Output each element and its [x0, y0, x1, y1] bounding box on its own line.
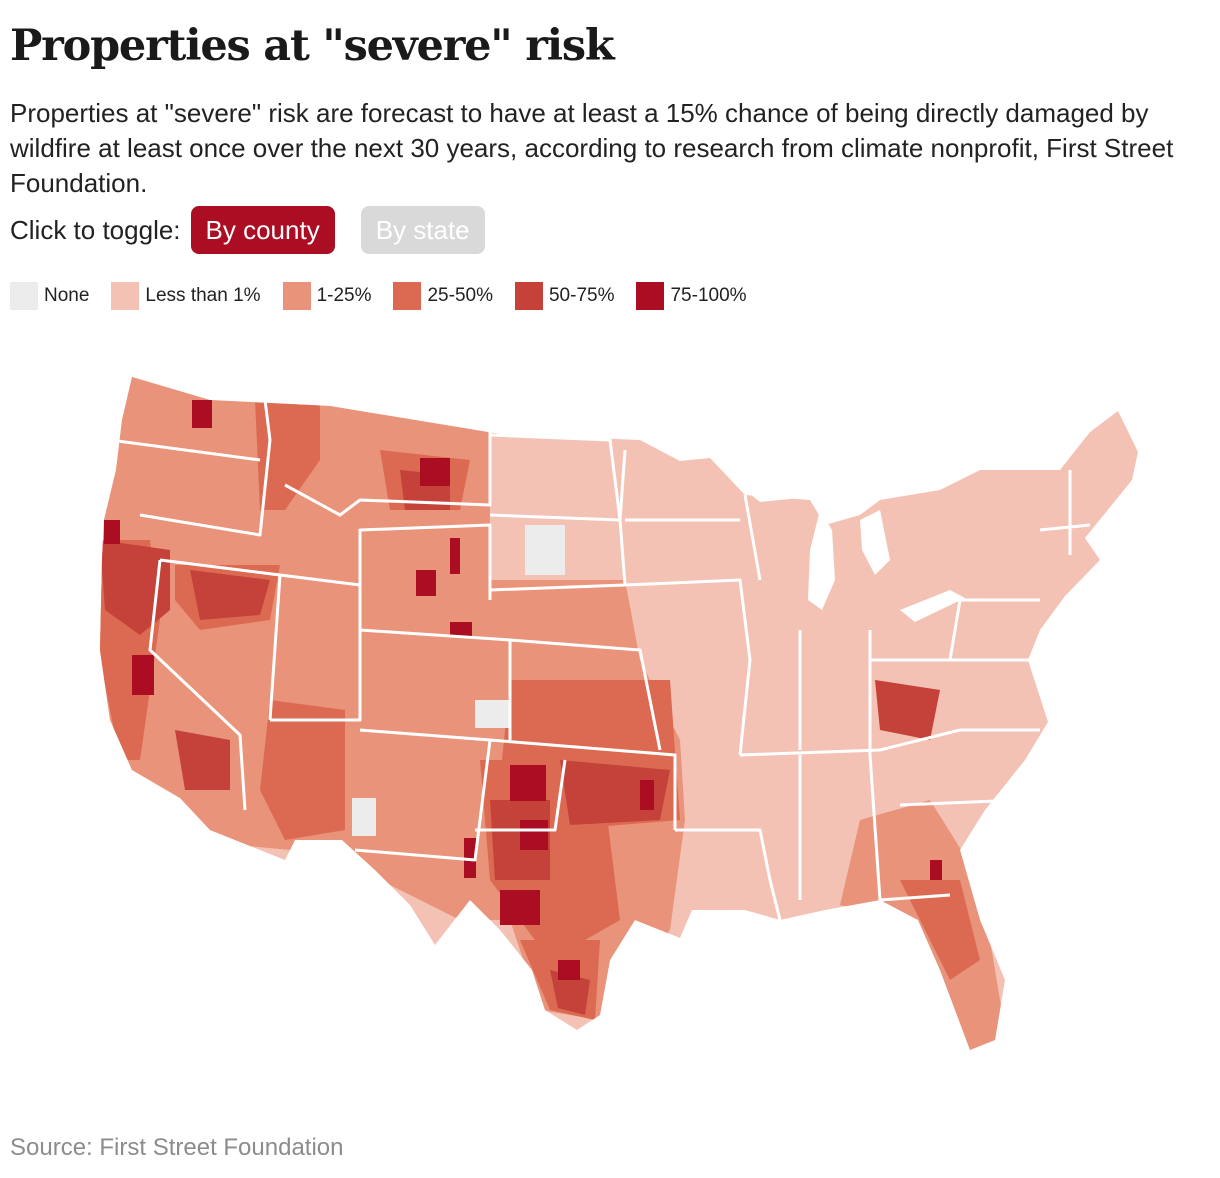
hotspot-wyoming-b — [450, 538, 460, 574]
no-data-south-dakota — [525, 525, 565, 575]
region-florida-gulf — [900, 880, 980, 980]
hotspot-montana — [420, 458, 450, 486]
hotspot-southern-california — [132, 655, 154, 695]
legend-swatch — [111, 282, 140, 310]
no-data-colorado — [475, 700, 510, 728]
border-oklahoma — [489, 738, 677, 830]
hotspot-georgia-coast — [930, 860, 942, 880]
border-idaho-wyoming — [279, 523, 492, 600]
region-arizona — [260, 700, 345, 840]
risk-regions — [100, 377, 1010, 1050]
border-or-wa-id — [139, 399, 272, 537]
legend: None Less than 1% 1-25% 25-50% 50-75% 75… — [10, 282, 769, 310]
by-county-button[interactable]: By county — [190, 206, 335, 254]
legend-label: 25-50% — [427, 285, 493, 306]
legend-swatch — [514, 282, 543, 310]
graphic-container: Properties at "severe" risk Properties a… — [10, 0, 1210, 1178]
hotspot-oklahoma — [640, 780, 654, 810]
region-nevada-east — [190, 570, 270, 620]
border-texas-panhandle — [475, 759, 567, 832]
border-idaho-montana — [284, 430, 492, 517]
legend-swatch — [636, 282, 665, 310]
legend-item-1-25: 1-25% — [282, 282, 372, 310]
legend-label: 1-25% — [316, 285, 372, 306]
legend-label: 50-75% — [548, 285, 615, 306]
region-appalachia — [875, 680, 940, 740]
legend-item-50-75: 50-75% — [514, 282, 615, 310]
lake-erie — [900, 590, 965, 622]
border-north-dakota — [489, 433, 622, 521]
hotspot-wyoming-a — [416, 570, 436, 596]
hotspot-south-texas — [558, 960, 580, 980]
border-nebraska-kansas — [509, 638, 662, 751]
border-wa-or — [109, 438, 261, 462]
border-california-nevada — [148, 559, 247, 811]
border-florida — [879, 893, 951, 902]
headline: Properties at "severe" risk — [10, 21, 615, 71]
legend-label: Less than 1% — [145, 285, 261, 306]
lake-superior — [745, 478, 852, 502]
border-south-dakota — [489, 513, 627, 592]
hotspot-texas-panhandle — [510, 765, 546, 801]
border-iowa-missouri — [624, 578, 752, 756]
us-county-map[interactable] — [80, 360, 1160, 1060]
legend-swatch — [282, 282, 311, 310]
legend-swatch — [393, 282, 422, 310]
region-northern-rockies — [255, 400, 320, 510]
hotspot-central-texas — [500, 890, 540, 925]
border-minnesota — [618, 449, 740, 522]
legend-label: None — [44, 285, 90, 306]
region-northern-california — [100, 540, 170, 635]
hotspot-idaho — [192, 400, 212, 428]
legend-item-25-50: 25-50% — [393, 282, 493, 310]
legend-label: 75-100% — [670, 285, 747, 306]
hotspot-new-mexico — [464, 838, 476, 878]
no-data-new-mexico — [352, 798, 376, 836]
region-southern-california — [175, 730, 230, 790]
border-mississippi-alabama — [798, 754, 882, 901]
border-new-mexico — [354, 728, 492, 862]
lake-huron — [860, 510, 890, 575]
border-tennessee — [739, 728, 961, 757]
toggle-label: Click to toggle: — [10, 214, 181, 245]
description: Properties at "severe" risk are forecast… — [10, 98, 1174, 198]
lake-michigan — [808, 510, 835, 610]
toggle-row: Click to toggle: By county By state — [10, 205, 511, 255]
legend-swatch — [10, 282, 38, 310]
source-note: Source: First Street Foundation — [10, 1134, 344, 1161]
hotspot-colorado — [450, 622, 472, 636]
border-wisconsin — [743, 494, 762, 581]
hotspot-west-texas — [520, 820, 548, 850]
border-new-england — [1039, 470, 1091, 555]
legend-item-none: None — [10, 282, 89, 310]
by-state-button[interactable]: By state — [360, 206, 485, 254]
border-carolinas — [899, 728, 1040, 807]
state-borders — [109, 399, 1091, 921]
border-louisiana — [675, 828, 782, 921]
border-illinois-indiana — [798, 630, 872, 755]
hotspot-oregon-coast — [104, 520, 120, 544]
legend-item-less-than-1: Less than 1% — [111, 282, 261, 310]
legend-item-75-100: 75-100% — [636, 282, 747, 310]
region-south-texas-core — [550, 970, 590, 1015]
border-pennsylvania — [950, 598, 1040, 662]
